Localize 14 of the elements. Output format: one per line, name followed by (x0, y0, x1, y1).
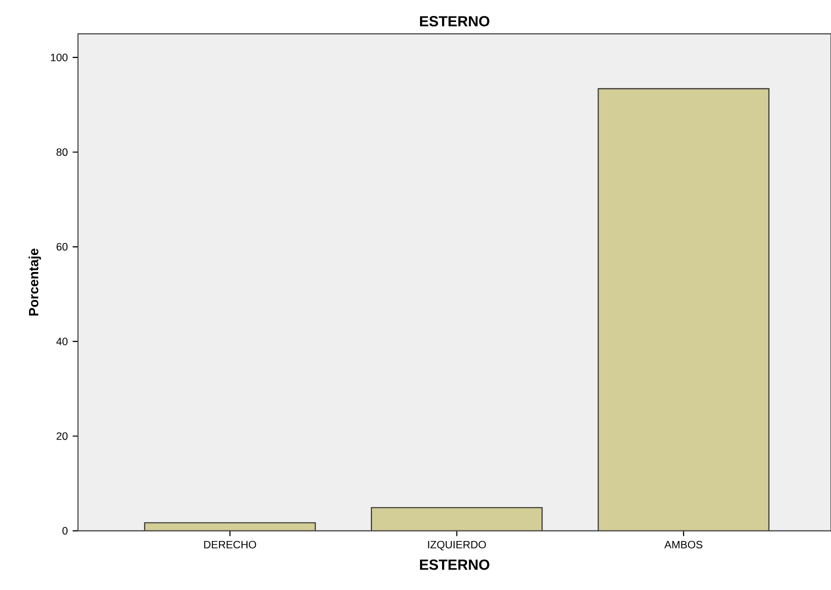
bar (370, 507, 543, 531)
bar (598, 88, 770, 531)
y-tick-label: 80 (56, 148, 68, 156)
y-tick-label: 60 (56, 243, 68, 251)
chart-title: ESTERNO (420, 16, 490, 26)
y-tick-label: 20 (56, 432, 68, 440)
x-tick-label: AMBOS (664, 540, 702, 548)
x-tick-label: DERECHO (204, 540, 256, 548)
x-axis-title: ESTERNO (420, 559, 490, 570)
y-axis-title: Porcentaje (28, 248, 41, 316)
y-tick-label: 40 (56, 338, 68, 346)
y-tick-label: 0 (62, 527, 68, 535)
y-tick-label: 100 (50, 54, 68, 62)
x-tick-label: IZQUIERDO (428, 540, 486, 550)
